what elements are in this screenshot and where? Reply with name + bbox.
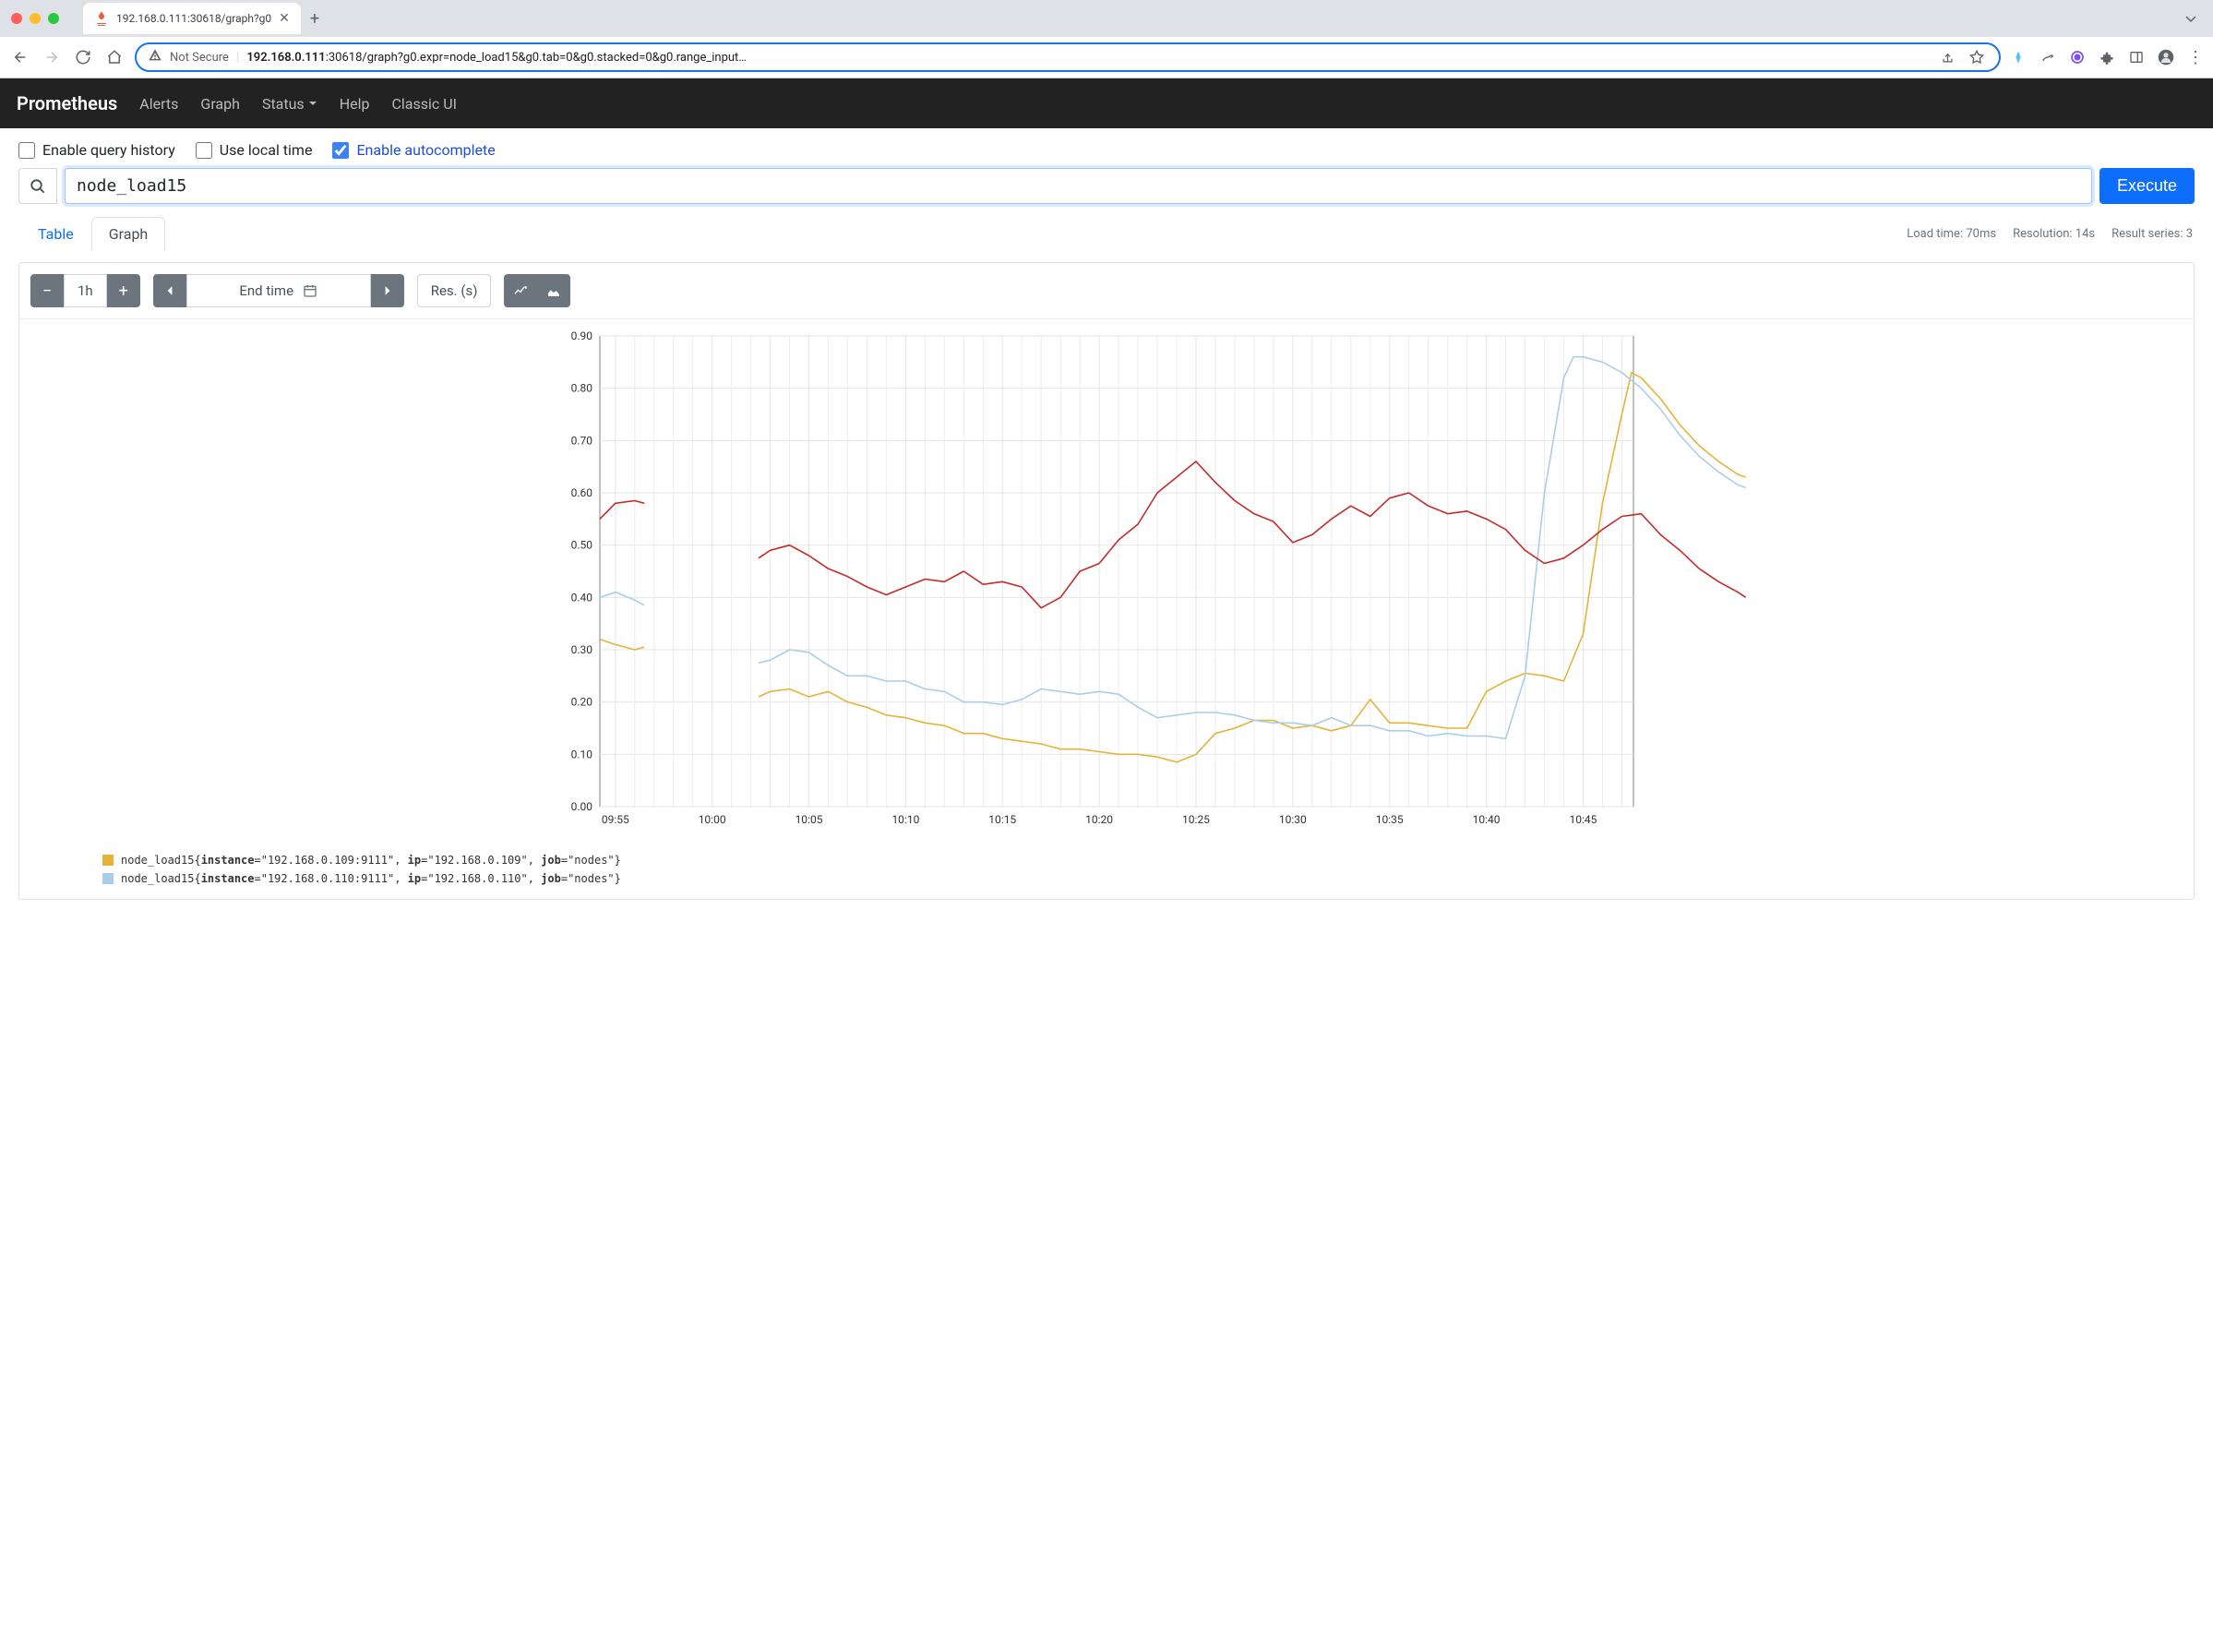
endtime-next-button[interactable] xyxy=(371,274,404,307)
stat-series: Result series: 3 xyxy=(2111,227,2193,241)
stat-resolution: Resolution: 14s xyxy=(2013,227,2095,241)
options-row: Enable query history Use local time Enab… xyxy=(0,128,2213,168)
svg-text:10:15: 10:15 xyxy=(988,813,1016,826)
range-value[interactable]: 1h xyxy=(64,274,107,307)
tab-graph[interactable]: Graph xyxy=(91,217,166,251)
address-bar[interactable]: Not Secure | 192.168.0.111:30618/graph?g… xyxy=(135,42,2001,72)
chart-type-group xyxy=(504,274,570,307)
nav-help[interactable]: Help xyxy=(340,95,370,113)
svg-text:10:05: 10:05 xyxy=(795,813,823,826)
svg-text:10:30: 10:30 xyxy=(1279,813,1307,826)
new-tab-button[interactable]: + xyxy=(310,9,319,29)
svg-text:10:00: 10:00 xyxy=(699,813,726,826)
svg-text:10:35: 10:35 xyxy=(1376,813,1404,826)
nav-graph[interactable]: Graph xyxy=(200,95,240,113)
nav-status[interactable]: Status xyxy=(262,95,317,113)
endtime-group: End time xyxy=(153,274,404,307)
query-row: Execute xyxy=(0,168,2213,213)
legend-swatch xyxy=(102,855,114,866)
time-series-chart: 0.00 0.10 0.20 0.30 0.40 0.50 0.60 0.70 0.80 0.90… xyxy=(30,330,2162,829)
endtime-input[interactable]: End time xyxy=(186,274,371,307)
ext-icon-1[interactable] xyxy=(2010,49,2027,66)
bookmark-star-icon[interactable] xyxy=(1966,46,1988,68)
chart-area: 0.00 0.10 0.20 0.30 0.40 0.50 0.60 0.70 0.80 0.90… xyxy=(19,319,2194,844)
not-secure-label: Not Secure xyxy=(170,51,229,65)
range-group: − 1h + xyxy=(30,274,140,307)
legend-item[interactable]: node_load15{instance="192.168.0.110:9111… xyxy=(102,869,2183,888)
legend-item[interactable]: node_load15{instance="192.168.0.109:9111… xyxy=(102,851,2183,869)
tabs-stats-row: Table Graph Load time: 70ms Resolution: … xyxy=(0,213,2213,262)
legend-label: node_load15{instance="192.168.0.110:9111… xyxy=(121,872,621,885)
svg-text:10:45: 10:45 xyxy=(1570,813,1597,826)
url-text: 192.168.0.111:30618/graph?g0.expr=node_l… xyxy=(246,51,1929,65)
execute-button[interactable]: Execute xyxy=(2099,168,2195,204)
svg-text:0.20: 0.20 xyxy=(571,696,593,709)
browser-menu-icon[interactable]: ⋮ xyxy=(2187,49,2204,66)
forward-button xyxy=(41,46,63,68)
browser-tab[interactable]: 192.168.0.111:30618/graph?g0 ✕ xyxy=(83,3,301,34)
svg-text:0.90: 0.90 xyxy=(571,330,593,342)
enable-history-checkbox[interactable]: Enable query history xyxy=(18,141,175,159)
home-button[interactable] xyxy=(103,46,126,68)
stats: Load time: 70ms Resolution: 14s Result s… xyxy=(1907,217,2193,251)
tab-close-icon[interactable]: ✕ xyxy=(279,11,290,26)
browser-toolbar: Not Secure | 192.168.0.111:30618/graph?g… xyxy=(0,37,2213,78)
legend: node_load15{instance="192.168.0.109:9111… xyxy=(19,844,2194,899)
graph-panel: − 1h + End time Res. (s) 0.00 0.10 0.20 0.3… xyxy=(18,262,2195,900)
prometheus-navbar: Prometheus Alerts Graph Status Help Clas… xyxy=(0,78,2213,128)
endtime-prev-button[interactable] xyxy=(153,274,186,307)
svg-text:10:40: 10:40 xyxy=(1473,813,1501,826)
window-min-dot[interactable] xyxy=(30,13,41,24)
panel-icon[interactable] xyxy=(2128,49,2145,66)
brand[interactable]: Prometheus xyxy=(17,92,117,114)
profile-avatar[interactable] xyxy=(2158,49,2174,66)
range-decrease-button[interactable]: − xyxy=(30,274,64,307)
range-increase-button[interactable]: + xyxy=(107,274,140,307)
resolution-input[interactable]: Res. (s) xyxy=(417,274,492,307)
browser-chrome: 192.168.0.111:30618/graph?g0 ✕ + Not Sec… xyxy=(0,0,2213,78)
window-max-dot[interactable] xyxy=(48,13,59,24)
tab-title: 192.168.0.111:30618/graph?g0 xyxy=(116,12,271,25)
nav-classic-ui[interactable]: Classic UI xyxy=(391,95,456,113)
ext-icon-2[interactable] xyxy=(2040,49,2056,66)
extension-icons: ⋮ xyxy=(2010,49,2204,66)
svg-text:0.70: 0.70 xyxy=(571,434,593,447)
tab-table[interactable]: Table xyxy=(20,217,91,251)
not-secure-icon xyxy=(148,48,162,66)
svg-text:0.80: 0.80 xyxy=(571,382,593,395)
svg-text:0.60: 0.60 xyxy=(571,486,593,499)
ext-icon-3[interactable] xyxy=(2069,49,2086,66)
extensions-icon[interactable] xyxy=(2099,49,2115,66)
enable-autocomplete-checkbox[interactable]: Enable autocomplete xyxy=(332,141,495,159)
prometheus-favicon xyxy=(94,11,109,26)
search-icon xyxy=(18,168,57,204)
query-input[interactable] xyxy=(65,168,2092,204)
svg-text:0.00: 0.00 xyxy=(571,800,593,813)
svg-text:10:10: 10:10 xyxy=(891,813,919,826)
tab-overflow-icon[interactable] xyxy=(2180,7,2202,30)
svg-text:10:20: 10:20 xyxy=(1085,813,1113,826)
window-close-dot[interactable] xyxy=(11,13,22,24)
svg-text:0.40: 0.40 xyxy=(571,591,593,604)
use-local-time-checkbox[interactable]: Use local time xyxy=(196,141,313,159)
back-button[interactable] xyxy=(9,46,31,68)
svg-text:0.10: 0.10 xyxy=(571,748,593,760)
tab-strip: 192.168.0.111:30618/graph?g0 ✕ + xyxy=(0,0,2213,37)
stat-loadtime: Load time: 70ms xyxy=(1907,227,1996,241)
legend-label: node_load15{instance="192.168.0.109:9111… xyxy=(121,854,621,867)
share-icon[interactable] xyxy=(1936,46,1958,68)
graph-toolbar: − 1h + End time Res. (s) xyxy=(19,263,2194,319)
nav-alerts[interactable]: Alerts xyxy=(139,95,178,113)
svg-text:0.30: 0.30 xyxy=(571,643,593,656)
legend-swatch xyxy=(102,873,114,884)
svg-text:0.50: 0.50 xyxy=(571,539,593,552)
svg-text:09:55: 09:55 xyxy=(602,813,629,826)
result-tabs: Table Graph xyxy=(20,217,165,251)
reload-button[interactable] xyxy=(72,46,94,68)
stacked-chart-button[interactable] xyxy=(537,274,570,307)
svg-text:10:25: 10:25 xyxy=(1182,813,1210,826)
line-chart-button[interactable] xyxy=(504,274,537,307)
